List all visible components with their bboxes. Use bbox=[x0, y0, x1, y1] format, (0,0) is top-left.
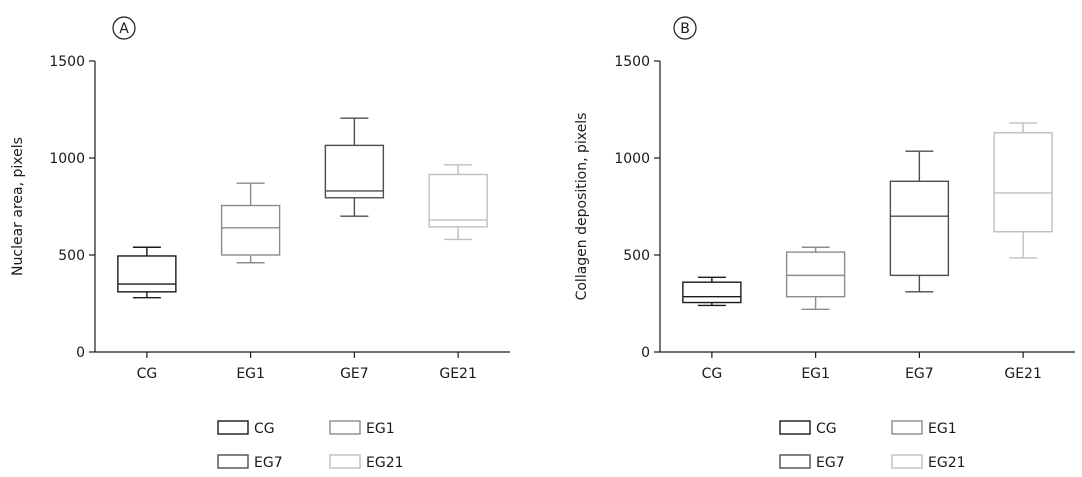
y-tick-label: 0 bbox=[641, 345, 650, 361]
x-tick-label: EG1 bbox=[801, 366, 830, 382]
box-eg1 bbox=[220, 182, 281, 264]
legend-label: EG21 bbox=[366, 455, 404, 471]
box-ge21 bbox=[993, 122, 1053, 259]
legend-label: EG21 bbox=[928, 455, 966, 471]
box-iqr bbox=[682, 281, 742, 304]
legend-label: EG1 bbox=[366, 421, 395, 437]
x-tick-label: GE21 bbox=[1004, 366, 1042, 382]
panel-label: A bbox=[119, 21, 129, 37]
box-ge21 bbox=[428, 164, 488, 241]
y-tick-label: 1000 bbox=[614, 151, 650, 167]
box-ge7 bbox=[324, 117, 385, 217]
panel-label-circle bbox=[112, 16, 136, 40]
legend-swatch bbox=[779, 420, 811, 435]
x-tick-label: GE7 bbox=[340, 366, 369, 382]
legend-swatch bbox=[891, 420, 923, 435]
panel-a: A 0 500 1000 1500 Nuclear area, pixels CG EG1 GE… bbox=[10, 16, 510, 471]
y-tick-label: 500 bbox=[623, 248, 650, 264]
y-tick-label: 0 bbox=[76, 345, 85, 361]
legend-item-eg1: EG1 bbox=[329, 420, 395, 437]
box-cg bbox=[682, 276, 742, 307]
box-cg bbox=[117, 246, 177, 299]
legend-label: CG bbox=[816, 421, 837, 437]
y-axis-title: Nuclear area, pixels bbox=[10, 137, 26, 276]
box-iqr bbox=[220, 204, 281, 256]
box-iqr bbox=[993, 132, 1053, 233]
y-axis-title: Collagen deposition, pixels bbox=[574, 113, 590, 301]
legend-swatch bbox=[217, 454, 249, 469]
legend-label: CG bbox=[254, 421, 275, 437]
y-tick-label: 1000 bbox=[49, 151, 85, 167]
x-tick-label: CG bbox=[702, 366, 723, 382]
legend-swatch bbox=[329, 454, 361, 469]
panel-b: B 0 500 1000 1500 Collagen deposition, pixels… bbox=[574, 16, 1075, 471]
legend-swatch bbox=[329, 420, 361, 435]
y-tick-label: 1500 bbox=[49, 54, 85, 70]
x-tick-label: EG1 bbox=[236, 366, 265, 382]
legend-label: EG7 bbox=[254, 455, 283, 471]
legend-item-eg21: EG21 bbox=[891, 454, 966, 471]
box-eg1 bbox=[785, 246, 846, 311]
legend-swatch bbox=[779, 454, 811, 469]
x-tick-label: CG bbox=[137, 366, 158, 382]
y-tick-label: 500 bbox=[58, 248, 85, 264]
legend-label: EG7 bbox=[816, 455, 845, 471]
y-tick-label: 1500 bbox=[614, 54, 650, 70]
box-eg7 bbox=[889, 150, 950, 293]
panel-label: B bbox=[680, 21, 690, 37]
legend-item-cg: CG bbox=[779, 420, 837, 437]
legend-item-eg7: EG7 bbox=[217, 454, 283, 471]
legend-item-eg21: EG21 bbox=[329, 454, 404, 471]
box-iqr bbox=[117, 255, 177, 293]
legend-item-cg: CG bbox=[217, 420, 275, 437]
panel-label-circle bbox=[673, 16, 697, 40]
box-iqr bbox=[324, 144, 385, 199]
legend-label: EG1 bbox=[928, 421, 957, 437]
x-tick-label: GE21 bbox=[439, 366, 477, 382]
box-iqr bbox=[785, 251, 846, 298]
legend-item-eg1: EG1 bbox=[891, 420, 957, 437]
x-tick-label: EG7 bbox=[905, 366, 934, 382]
legend-item-eg7: EG7 bbox=[779, 454, 845, 471]
box-iqr bbox=[889, 180, 950, 277]
box-iqr bbox=[428, 173, 488, 228]
legend-swatch bbox=[217, 420, 249, 435]
legend-swatch bbox=[891, 454, 923, 469]
